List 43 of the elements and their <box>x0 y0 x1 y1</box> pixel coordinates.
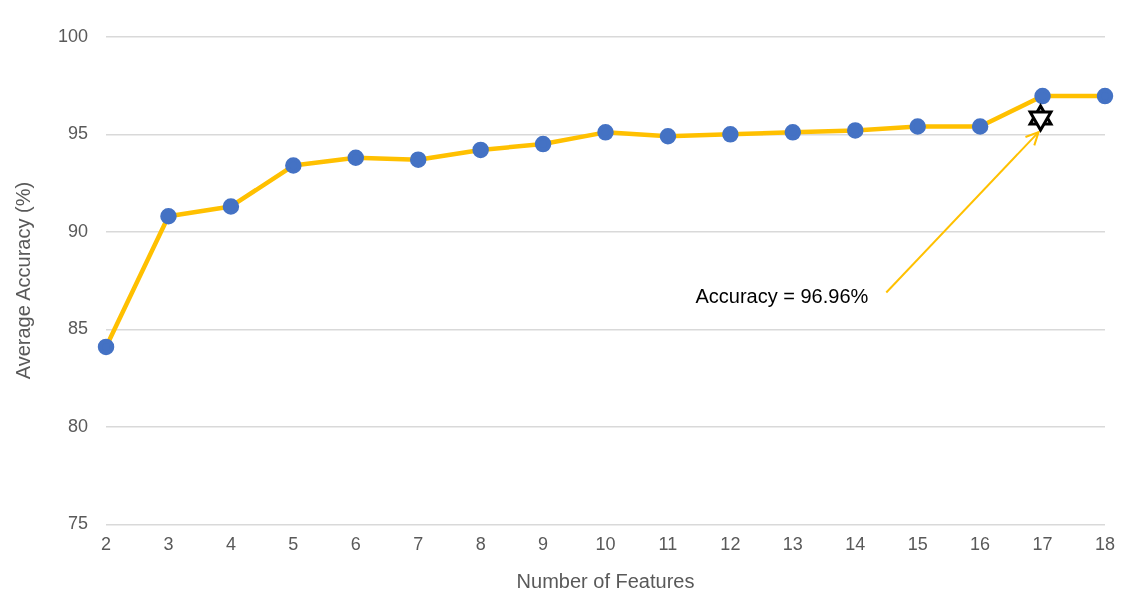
annotation: Accuracy = 96.96% <box>695 284 869 307</box>
y-tick-label: 95 <box>68 123 89 144</box>
point <box>285 157 302 174</box>
y-tick-label: 100 <box>57 25 89 46</box>
x-tick-label: 10 <box>595 534 616 555</box>
x-tick-label: 16 <box>970 534 991 555</box>
x-tick-label: 15 <box>907 534 928 555</box>
x-tick-label: 6 <box>350 534 361 555</box>
x-tick-label: 17 <box>1032 534 1053 555</box>
point <box>409 151 427 168</box>
x-tick-label: 5 <box>288 534 299 555</box>
x-tick-label: 4 <box>225 534 236 555</box>
y-tick-label: 80 <box>68 415 89 436</box>
point <box>534 135 552 153</box>
point <box>222 198 240 215</box>
y-tick-label: 90 <box>68 220 89 241</box>
x-tick-label: 7 <box>413 534 424 555</box>
point <box>847 122 864 139</box>
y-axis-title: Average Accuracy (%) <box>11 181 34 380</box>
point <box>597 124 614 141</box>
x-tick-label: 9 <box>538 534 549 555</box>
x-tick-label: 12 <box>720 534 741 555</box>
x-tick-label: 8 <box>475 534 486 555</box>
y-tick-label: 85 <box>68 318 89 339</box>
point <box>97 338 115 356</box>
x-tick-label: 3 <box>163 534 174 555</box>
x-tick-label: 2 <box>101 534 112 555</box>
x-tick-label: 14 <box>845 534 866 555</box>
point <box>971 118 989 135</box>
point <box>160 207 177 225</box>
point <box>909 118 926 135</box>
point <box>347 149 365 166</box>
point <box>1034 87 1051 105</box>
x-tick-label: 18 <box>1094 534 1115 555</box>
point <box>1096 87 1114 105</box>
x-axis-title: Number of Features <box>516 569 695 592</box>
x-tick-label: 13 <box>782 534 803 555</box>
x-tick-label: 11 <box>658 534 678 555</box>
y-tick-label: 75 <box>68 513 89 534</box>
point <box>472 141 489 159</box>
point <box>722 126 739 143</box>
point <box>659 128 677 145</box>
point <box>784 124 802 141</box>
